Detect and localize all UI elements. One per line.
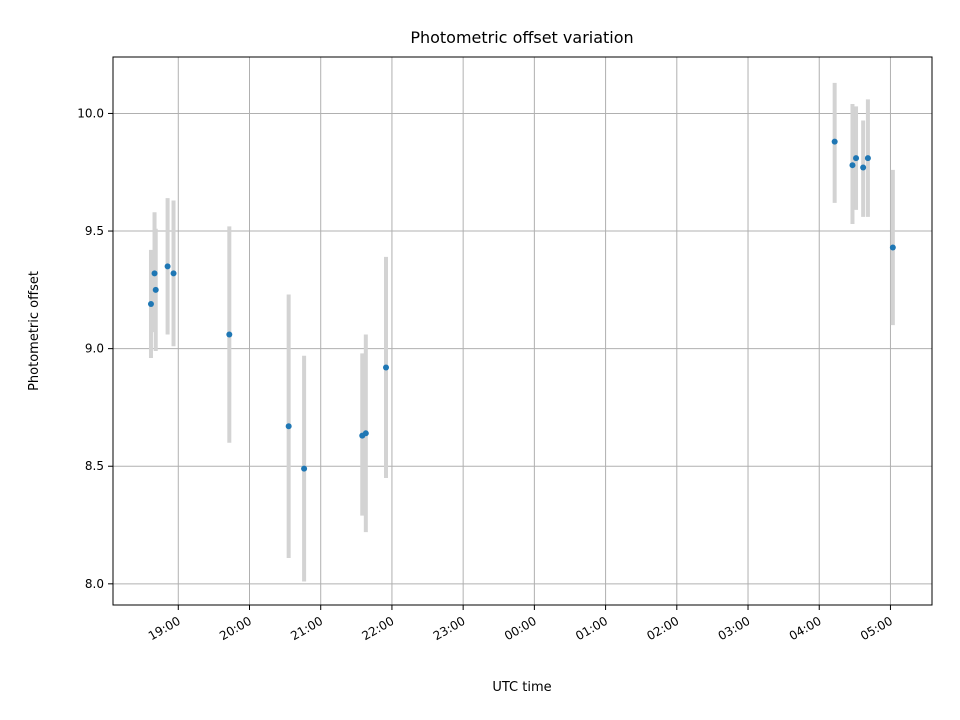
data-point — [860, 164, 867, 171]
data-point — [853, 155, 860, 162]
y-axis: 8.0 8.5 9.0 9.5 10.0 — [77, 106, 113, 591]
data-point — [164, 263, 171, 270]
data-point — [226, 331, 233, 338]
data-point — [383, 364, 389, 371]
data-points — [147, 138, 896, 472]
data-point — [864, 155, 871, 162]
y-tick-label: 10.0 — [77, 106, 104, 120]
data-point — [152, 286, 159, 293]
y-tick-label: 9.5 — [85, 224, 104, 238]
data-point — [831, 138, 838, 145]
data-point — [151, 270, 158, 277]
data-point — [889, 244, 896, 251]
grid — [113, 57, 932, 605]
data-point — [301, 465, 308, 472]
plot-frame — [112, 56, 933, 606]
y-tick-label: 8.0 — [85, 577, 104, 591]
data-point — [849, 162, 856, 169]
data-point — [147, 300, 154, 307]
y-axis-label: Photometric offset — [27, 271, 42, 391]
data-point — [170, 270, 177, 277]
data-point — [285, 423, 292, 430]
y-tick-label: 8.5 — [85, 459, 104, 473]
y-tick-label: 9.0 — [85, 342, 104, 356]
chart-title: Photometric offset variation — [410, 28, 633, 47]
data-point — [362, 430, 369, 437]
x-axis-label: UTC time — [492, 680, 551, 695]
